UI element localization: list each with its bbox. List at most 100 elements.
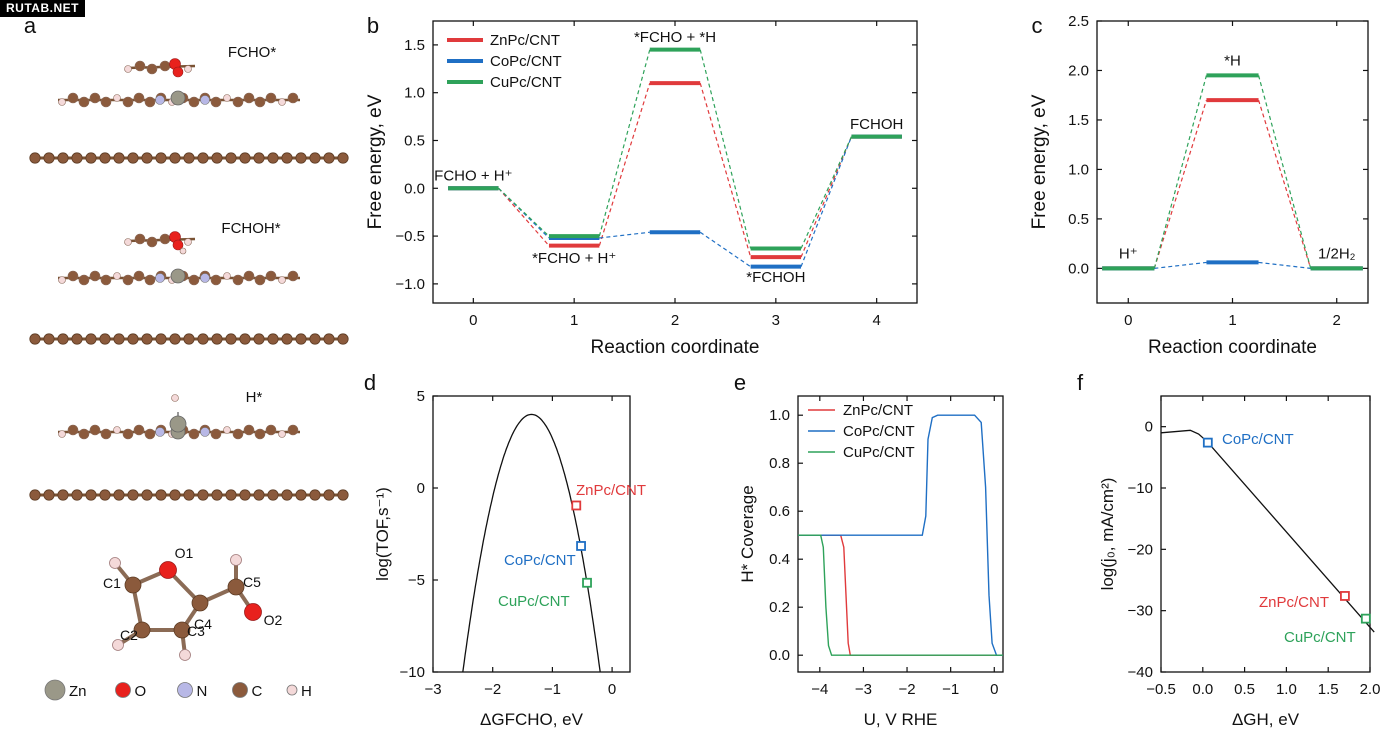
data-point	[576, 541, 586, 551]
carbon-atom	[295, 152, 307, 164]
panel-a: a FCHO* FCHOH* H* O1 C1 C5 C4 O2 C2 C3 Zn O N C H	[24, 13, 349, 701]
carbon-atom	[146, 63, 158, 75]
hydrogen-atom	[179, 649, 191, 661]
coverage-curve	[798, 534, 1003, 656]
carbon-atom	[210, 274, 222, 286]
connector-line	[699, 82, 752, 258]
y-axis-title: H* Coverage	[738, 485, 757, 582]
point-label: CoPc/CNT	[1222, 431, 1294, 448]
connector-line	[498, 187, 550, 237]
carbon-atom	[287, 92, 299, 104]
panel-b: b 0 1 2 3 4 −1.0 −0.5 0.0 0.5 1.0 1.5 FCHO + H⁺ *FCHO…	[365, 13, 918, 358]
carbon-atom	[133, 424, 145, 436]
carbon-atom	[232, 428, 244, 440]
hydrogen-atom	[58, 276, 66, 284]
connector-line	[699, 231, 751, 268]
carbon-atom	[188, 274, 200, 286]
hydrogen-atom	[171, 394, 179, 402]
state-annotation: FCHOH	[850, 116, 903, 133]
carbon-atom	[57, 152, 69, 164]
carbon-atom	[265, 270, 277, 282]
carbon-atom	[253, 333, 265, 345]
carbon-atom	[239, 152, 251, 164]
activity-curve	[1160, 429, 1375, 633]
x-tick-label: −4	[811, 681, 828, 698]
y-tick-label: −10	[1128, 480, 1153, 497]
carbon-atom	[127, 489, 139, 501]
carbon-atom	[287, 270, 299, 282]
carbon-atom	[253, 489, 265, 501]
zinc-atom	[170, 90, 186, 106]
connector-line	[498, 187, 550, 239]
panel-letter-f: f	[1077, 370, 1084, 395]
panel-letter-b: b	[367, 13, 379, 38]
atom-legend-label: C	[252, 683, 263, 700]
carbon-atom	[254, 274, 266, 286]
carbon-atom	[211, 489, 223, 501]
nitrogen-atom	[155, 427, 165, 437]
x-tick-label: −2	[898, 681, 915, 698]
carbon-atom	[99, 152, 111, 164]
cnt-layer	[29, 152, 349, 164]
y-tick-label: 1.0	[404, 85, 425, 102]
panel-letter-e: e	[734, 370, 746, 395]
hydrogen-atom	[184, 65, 192, 73]
connector-line	[1257, 75, 1312, 269]
legend-label: CoPc/CNT	[490, 53, 562, 70]
adsorbate	[124, 58, 196, 78]
hydrogen-atom	[113, 426, 121, 434]
nitrogen-atom	[200, 427, 210, 437]
carbon-atom	[113, 152, 125, 164]
y-tick-label: 0.8	[769, 455, 790, 472]
carbon-atom	[155, 489, 167, 501]
hydrogen-atom	[278, 276, 286, 284]
carbon-atom	[188, 428, 200, 440]
carbon-atom	[337, 152, 349, 164]
x-tick-label: 1	[1228, 312, 1236, 329]
carbon-atom	[43, 489, 55, 501]
data-point	[582, 577, 592, 588]
hydrogen-atom	[113, 272, 121, 280]
nitrogen-atom	[200, 95, 210, 105]
y-tick-label: −20	[1128, 541, 1153, 558]
hydrogen-atom	[184, 238, 192, 246]
x-tick-label: 1.0	[1276, 681, 1297, 698]
connector-line	[498, 187, 550, 247]
carbon-atom	[225, 489, 237, 501]
x-tick-label: −1	[544, 681, 561, 698]
legend-label: ZnPc/CNT	[490, 32, 560, 49]
carbon-atom	[99, 333, 111, 345]
carbon-atom	[57, 489, 69, 501]
hydrogen-atom	[278, 98, 286, 106]
carbon-atom	[89, 270, 101, 282]
hydrogen-atom	[124, 238, 132, 246]
carbon-atom	[337, 333, 349, 345]
plot-frame	[432, 395, 631, 673]
carbon-atom	[43, 152, 55, 164]
data-point	[1202, 437, 1213, 448]
carbon-atom	[267, 152, 279, 164]
carbon-atom	[57, 333, 69, 345]
nitrogen-atom	[200, 273, 210, 283]
carbon-atom	[122, 274, 134, 286]
oxygen-atom	[172, 66, 184, 78]
carbon-atom	[85, 152, 97, 164]
atom-legend-marker	[44, 679, 66, 701]
state-annotation: *FCHOH	[746, 269, 805, 286]
carbon-atom	[239, 333, 251, 345]
connector-line	[1258, 261, 1311, 269]
carbon-atom	[323, 152, 335, 164]
x-tick-label: 1	[570, 312, 578, 329]
x-axis-title: ΔGFCHO, eV	[480, 710, 584, 729]
atom-legend-label: H	[301, 683, 312, 700]
x-tick-label: 3	[772, 312, 780, 329]
zinc-atom	[170, 268, 186, 284]
molecule-diagram: O1 C1 C5 C4 O2 C2 C3	[103, 545, 283, 661]
carbon-atom	[133, 270, 145, 282]
atom-legend-label: O	[135, 683, 147, 700]
atom-legend-label: N	[197, 683, 208, 700]
y-tick-label: −40	[1128, 664, 1153, 681]
y-tick-label: 2.0	[1068, 62, 1089, 79]
panel-letter-d: d	[364, 370, 376, 395]
x-tick-label: −3	[855, 681, 872, 698]
